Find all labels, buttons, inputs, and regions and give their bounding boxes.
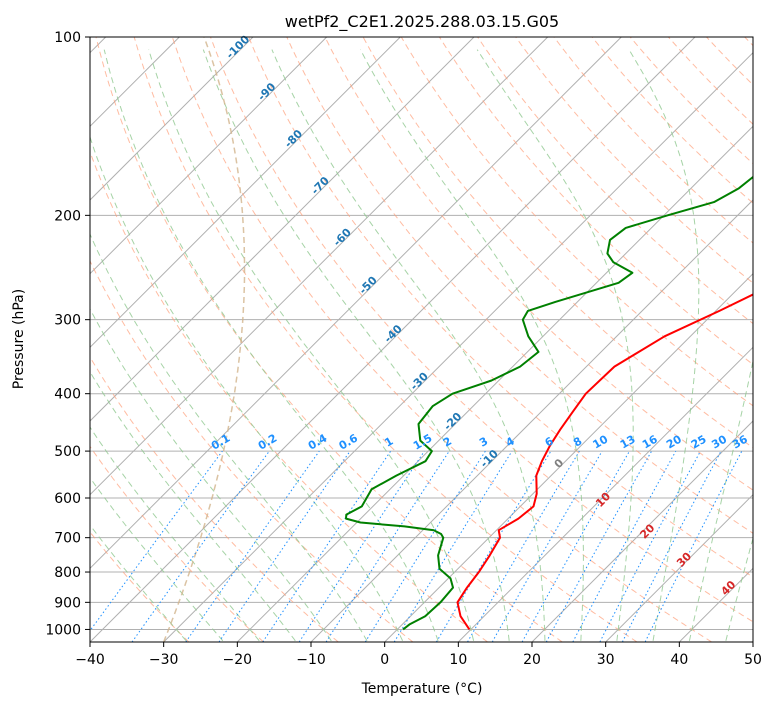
x-tick-label: 10 [449,652,467,668]
x-tick-label: −20 [223,652,253,668]
temperature-profile-line [456,293,753,630]
isotherm-line [90,37,328,275]
dry-adiabat-line [286,37,753,534]
isotherm-line [457,346,753,642]
x-axis-title: Temperature (°C) [361,681,483,697]
isotherm-line [90,37,475,422]
isotherm-line [90,37,622,570]
isotherm-line [384,272,753,642]
moist-adiabat-line [148,49,475,641]
y-tick-label: 300 [54,313,81,329]
mixing-ratio-line [218,450,351,642]
moist-adiabat-line [359,49,584,641]
y-tick-label: 200 [54,208,81,224]
moist-adiabat-line [90,426,260,642]
isotherm-line [531,420,753,642]
isotherm-line [90,37,401,349]
y-axis-title: Pressure (hPa) [11,289,27,389]
x-tick-label: 30 [597,652,615,668]
x-tick-label: 50 [744,652,762,668]
isotherm-line [90,37,696,642]
dry-adiabat-line [210,37,753,623]
moist-adiabat-line [103,49,439,641]
isotherm-line [163,51,753,642]
moist-adiabat-line [90,476,224,642]
moist-adiabat-line [90,524,187,642]
isotherm-line [90,37,254,201]
moist-adiabat-line [90,308,332,642]
dry-adiabat-line [90,259,414,642]
y-tick-label: 700 [54,531,81,547]
dewpoint-profile-line [345,175,753,631]
moist-adiabat-line [688,358,753,641]
y-tick-label: 800 [54,565,81,581]
y-tick-label: 600 [54,491,81,507]
dry-adiabat-line [324,37,753,491]
mixing-ratio-line [90,450,223,632]
y-tick-label: 400 [54,387,81,403]
dry-adiabat-line [248,37,753,578]
moist-adiabat-line [202,49,510,641]
mixing-ratio-line [131,450,270,642]
dry-adiabat-line [90,356,339,642]
y-tick-label: 100 [54,30,81,46]
mixing-ratio-line [572,450,677,642]
profile-lines [345,175,753,631]
mixing-ratio-line [325,450,450,642]
x-tick-label: 0 [380,652,389,668]
y-tick-label: 1000 [45,622,81,638]
lcl-curve [163,37,246,642]
isotherm-line [90,37,549,496]
mixing-ratio-line [185,450,320,642]
moist-adiabat-line [628,49,700,641]
isotherm-line [605,493,753,642]
moist-adiabat-line [90,232,368,642]
mixing-ratio-line [393,450,513,642]
plot-background [90,37,753,642]
x-tick-label: 20 [523,652,541,668]
y-tick-label: 900 [54,595,81,611]
axes: −40 −30 −20 −10 0 10 20 30 40 50 100 200 300 400 500 60… [45,30,762,668]
dry-adiabat-line [133,37,638,642]
moist-adiabat-line [90,370,296,642]
isotherm-line [752,641,753,642]
mixing-ratio-line [644,450,743,642]
y-tick-label: 500 [54,444,81,460]
x-tick-label: 40 [670,652,688,668]
moist-adiabat-line [90,135,403,641]
x-tick-label: −30 [149,652,179,668]
moist-adiabat-line [271,49,546,641]
mixing-ratio-line [545,450,653,642]
isotherm-line [236,125,753,642]
x-tick-label: −40 [75,652,105,668]
dry-adiabat-line [90,445,264,642]
mixing-ratio-line [262,450,392,642]
background-lines [90,37,753,642]
dry-adiabat-line [171,37,712,642]
x-tick-label: −10 [296,652,326,668]
dry-adiabat-line [515,37,753,284]
chart-title: wetPf2_C2E1.2025.288.03.15.G05 [285,12,559,32]
dry-adiabat-line [95,37,563,642]
moist-adiabat-line [725,536,753,641]
mixing-ratio-line [298,450,425,642]
plot-frame [89,36,754,643]
mixing-ratio-line [521,450,630,642]
